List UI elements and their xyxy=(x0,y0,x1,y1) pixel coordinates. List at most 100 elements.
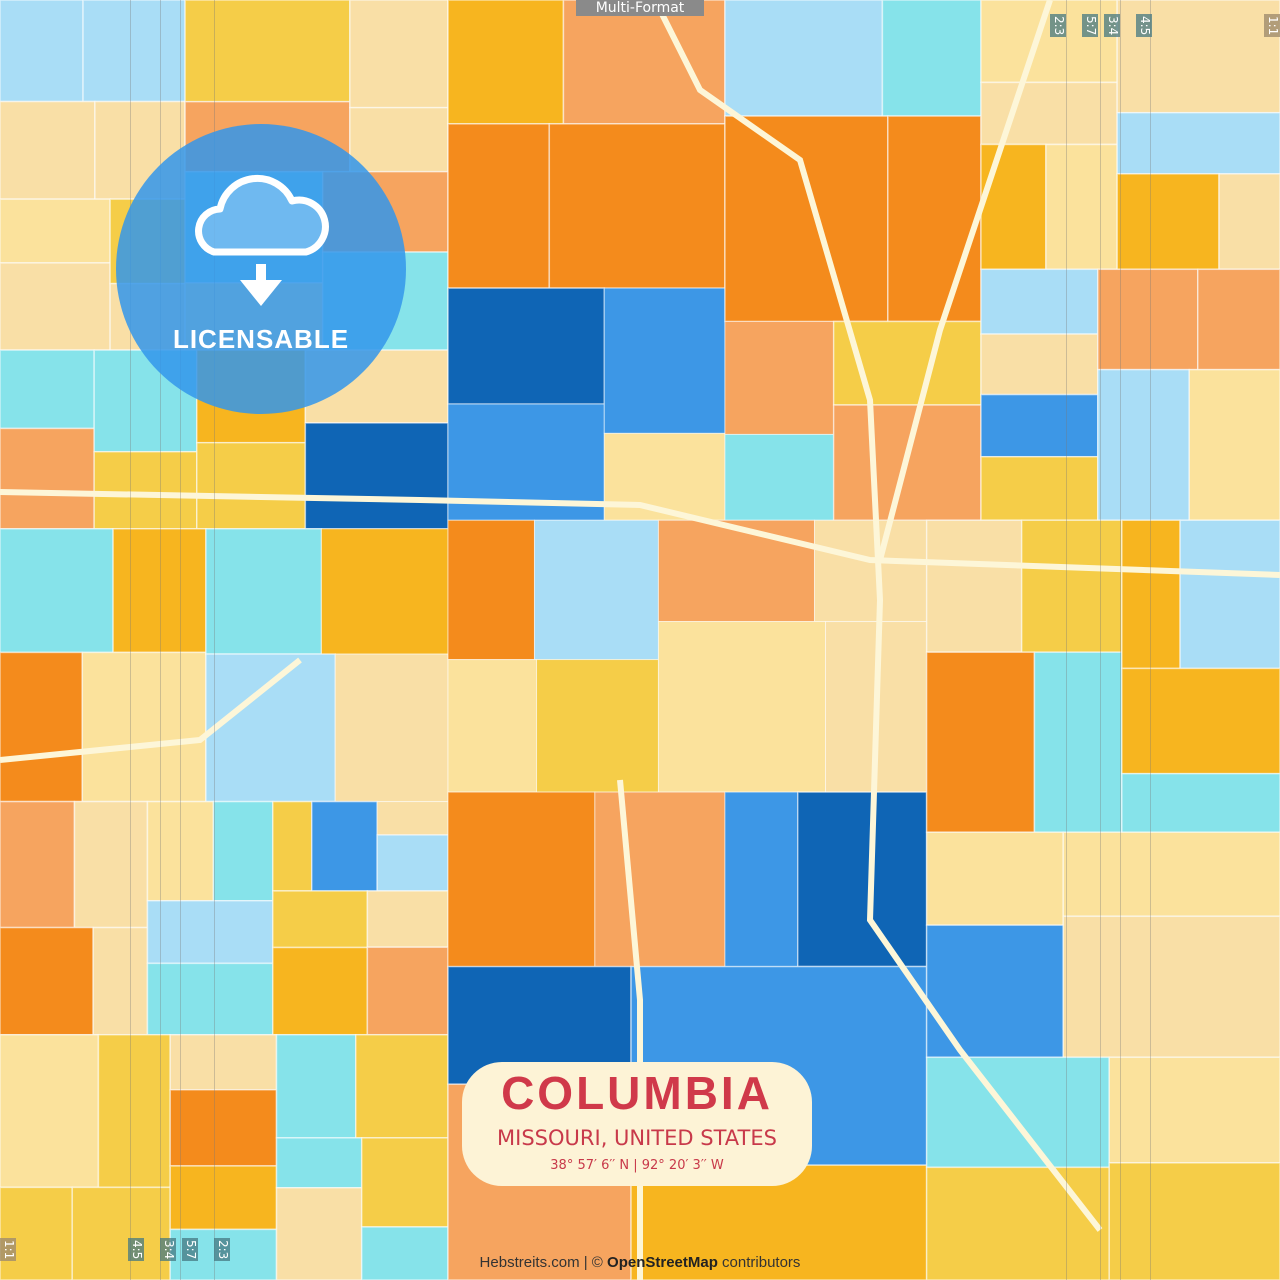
ratio-tag-3-4: 3:4 xyxy=(160,1238,176,1262)
map-block xyxy=(1062,831,1280,918)
site-credit[interactable]: Hebstreits.com xyxy=(479,1254,580,1271)
map-block xyxy=(813,519,928,623)
map-block xyxy=(925,924,1065,1059)
map-block xyxy=(594,791,726,968)
map-block xyxy=(0,651,84,803)
map-block xyxy=(366,890,449,948)
map-block xyxy=(146,962,274,1036)
multi-format-tab[interactable]: Multi-Format xyxy=(576,0,704,16)
map-block xyxy=(205,528,323,655)
ratio-tag-4-5: 4:5 xyxy=(1136,14,1152,38)
ratio-tag-5-7: 5:7 xyxy=(1082,14,1098,38)
map-block xyxy=(275,1137,363,1189)
highway xyxy=(652,0,1103,1232)
ratio-guide-line xyxy=(1066,0,1067,1280)
map-block xyxy=(81,651,207,803)
map-block xyxy=(832,320,982,406)
map-block xyxy=(272,946,369,1036)
map-block xyxy=(366,946,449,1036)
map-block xyxy=(311,800,378,892)
region-subtitle: MISSOURI, UNITED STATES xyxy=(497,1126,777,1150)
map-block xyxy=(355,1033,449,1139)
map-block xyxy=(0,926,94,1036)
map-block xyxy=(93,450,198,530)
map-block xyxy=(0,100,96,200)
map-block xyxy=(272,890,369,949)
map-block xyxy=(1116,173,1220,271)
map-block xyxy=(1121,772,1280,833)
map-block xyxy=(881,0,982,117)
map-block xyxy=(562,0,726,125)
map-block xyxy=(360,1226,449,1280)
ratio-guide-line xyxy=(1120,0,1121,1280)
cloud-download-icon xyxy=(195,174,329,306)
map-block xyxy=(0,1033,100,1189)
map-block xyxy=(925,651,1036,833)
highway xyxy=(877,0,1053,561)
map-block xyxy=(657,519,815,623)
map-block xyxy=(447,791,596,968)
ratio-tag-1-1: 1:1 xyxy=(1264,14,1280,38)
credit-suffix: contributors xyxy=(717,1254,801,1271)
map-block xyxy=(925,1056,1111,1169)
map-block xyxy=(275,1033,357,1139)
map-block xyxy=(724,320,835,435)
map-block xyxy=(0,349,95,430)
map-block xyxy=(980,0,1118,84)
map-block xyxy=(1033,651,1123,833)
map-block xyxy=(73,800,149,929)
map-block xyxy=(980,393,1099,458)
map-block xyxy=(0,800,76,929)
map-block xyxy=(724,433,835,521)
map-block xyxy=(360,1137,449,1228)
map-block xyxy=(1218,173,1280,271)
map-block xyxy=(0,0,84,103)
map-block xyxy=(146,800,215,902)
map-block xyxy=(0,198,111,264)
map-block xyxy=(1097,268,1199,371)
city-title: COLUMBIA xyxy=(501,1067,773,1119)
map-block xyxy=(1121,519,1181,670)
map-block xyxy=(533,519,659,661)
licensable-label: LICENSABLE xyxy=(172,324,350,354)
map-block xyxy=(447,123,551,289)
map-block xyxy=(548,123,726,289)
highway xyxy=(617,779,643,1280)
map-block xyxy=(724,0,884,117)
map-block xyxy=(980,268,1099,335)
map-block xyxy=(925,519,1023,653)
map-block xyxy=(657,621,827,793)
map-block xyxy=(925,1166,1111,1280)
map-block xyxy=(349,0,449,109)
map-block xyxy=(169,1165,278,1231)
credit-line: Hebstreits.com | © OpenStreetMap contrib… xyxy=(0,1254,1280,1271)
map-block xyxy=(0,528,114,654)
map-block xyxy=(272,800,313,892)
map-block xyxy=(71,1186,171,1280)
map-block xyxy=(205,653,337,803)
ratio-guide-line xyxy=(130,0,131,1280)
map-block xyxy=(447,659,538,793)
map-block xyxy=(92,926,149,1036)
map-block xyxy=(146,899,274,965)
map-block xyxy=(0,262,111,351)
map-block xyxy=(376,834,449,892)
ratio-guide-line xyxy=(180,0,181,1280)
map-block xyxy=(169,1089,278,1167)
licensable-badge[interactable]: LICENSABLE xyxy=(116,124,406,414)
map-block xyxy=(797,791,928,968)
map-block xyxy=(212,800,274,902)
ratio-guide-line xyxy=(1150,0,1151,1280)
map-block xyxy=(1188,368,1280,521)
map-block xyxy=(724,115,889,323)
map-block xyxy=(169,1033,278,1091)
map-block xyxy=(376,801,449,836)
coordinates: 38° 57′ 6′′ N | 92° 20′ 3′′ W xyxy=(550,1158,724,1173)
ratio-tag-5-7: 5:7 xyxy=(182,1238,198,1262)
map-block xyxy=(447,287,606,405)
map-block xyxy=(349,106,449,173)
map-block xyxy=(447,0,565,125)
osm-credit[interactable]: OpenStreetMap xyxy=(607,1254,718,1271)
map-block xyxy=(980,455,1099,521)
map-block xyxy=(304,422,449,530)
